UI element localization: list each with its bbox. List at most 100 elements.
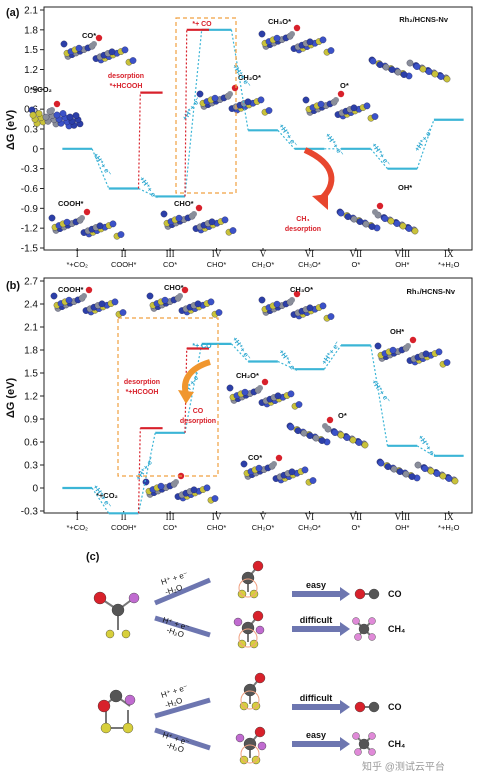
x-roman-label: IX xyxy=(444,512,454,522)
atom xyxy=(157,482,165,490)
atom xyxy=(411,227,419,235)
atom xyxy=(355,439,363,446)
molecule-co2 xyxy=(28,100,84,130)
atom xyxy=(437,73,445,80)
panel-a-y-ticks: -1.5-1.2-0.9-0.6-0.300.30.60.91.21.51.82… xyxy=(21,6,44,255)
y-tick-label: 0 xyxy=(32,144,38,155)
atom xyxy=(406,59,414,67)
atom xyxy=(91,41,97,47)
energy-connector xyxy=(184,343,203,433)
y-tick-label: 0.9 xyxy=(24,415,38,426)
step-label: +H⁺+ e⁻ xyxy=(323,132,344,158)
atom xyxy=(354,633,362,641)
energy-connector xyxy=(138,187,156,197)
atom xyxy=(93,591,107,605)
x-roman-label: V xyxy=(260,512,267,522)
atom xyxy=(326,416,334,424)
molecule-oh xyxy=(374,336,451,368)
scheme-product-label: CO xyxy=(388,702,402,712)
atom xyxy=(146,292,154,300)
atom xyxy=(98,300,106,308)
atom xyxy=(195,204,203,212)
species-label: *+CO₂ xyxy=(30,85,52,94)
step-label: +H⁺+ e⁻ xyxy=(370,142,391,168)
atom xyxy=(229,227,237,234)
x-roman-label: VI xyxy=(305,249,315,259)
panel-a-desorption-label: desorption xyxy=(108,73,144,80)
x-category-label: O* xyxy=(352,523,361,532)
x-category-label: CO* xyxy=(163,260,177,269)
atom xyxy=(427,467,435,475)
x-category-label: CHO* xyxy=(207,523,227,532)
x-roman-label: II xyxy=(121,249,127,259)
atom xyxy=(124,694,136,706)
atom xyxy=(306,38,314,46)
atom xyxy=(421,465,429,472)
panel-a-lines: +H⁺+ e⁻ +H⁺+ e⁻ +H⁺+ e⁻ +H⁺+ e⁻ +H⁺+ e⁻ +H⁺+ … xyxy=(62,28,464,202)
molecule-co2 xyxy=(142,472,219,504)
energy-connector xyxy=(137,432,156,514)
y-tick-label: 0 xyxy=(32,484,38,495)
atom xyxy=(431,70,439,78)
atom xyxy=(337,209,345,217)
atom xyxy=(405,343,411,349)
atom xyxy=(363,102,371,110)
step-label: +H⁺+ e⁻ xyxy=(277,349,298,375)
energy-connector xyxy=(370,345,389,446)
panel-a-co-label: *+ CO xyxy=(192,21,212,28)
orbital xyxy=(238,578,258,598)
molecule-cho xyxy=(160,204,237,236)
atom xyxy=(231,84,239,92)
product xyxy=(352,732,376,756)
atom xyxy=(175,214,183,222)
atom xyxy=(333,97,339,103)
atom xyxy=(255,464,263,472)
scheme-row-label: easy xyxy=(306,730,326,740)
atom xyxy=(96,222,104,230)
species-label: CH₂O* xyxy=(236,371,259,380)
atom xyxy=(306,304,314,312)
y-tick-label: 2.4 xyxy=(24,300,38,311)
panel-b-co-desorption2: desorption xyxy=(180,418,216,425)
atom xyxy=(413,63,421,70)
atom xyxy=(181,286,189,294)
panel-a: (a) Rh₂/HCNS-Nv ΔG (eV) -1.5 -1.2 -0.9 -0.6… xyxy=(5,6,473,269)
x-roman-label: VI xyxy=(305,512,315,522)
atom xyxy=(368,588,380,600)
y-tick-label: 1.8 xyxy=(24,25,38,36)
atom xyxy=(362,220,370,228)
atom xyxy=(208,218,216,226)
panel-b-co-desorption: CO xyxy=(193,408,204,415)
x-category-label: *+H₂O xyxy=(438,523,460,532)
energy-connector xyxy=(323,345,342,370)
species-label: COOH* xyxy=(58,285,84,294)
atom xyxy=(50,292,58,300)
energy-connector xyxy=(91,487,110,514)
molecule-cooh xyxy=(48,208,125,240)
x-roman-label: VIII xyxy=(395,512,411,522)
atom xyxy=(111,603,125,617)
atom xyxy=(244,98,252,106)
x-category-label: CH₂O* xyxy=(252,260,275,269)
atom xyxy=(83,208,91,216)
atom xyxy=(300,429,308,437)
atom xyxy=(396,468,404,475)
atom xyxy=(287,390,295,398)
energy-connector xyxy=(230,343,249,362)
atom xyxy=(252,560,264,572)
atom xyxy=(60,40,68,48)
atom xyxy=(400,71,408,78)
panel-a-molecules: CO* *+CO₂ COOH* CHO* CH₂O* CH₃O* O* OH* xyxy=(28,17,451,240)
intermediate xyxy=(233,610,265,649)
atom xyxy=(399,222,407,230)
atom xyxy=(445,475,453,482)
atom xyxy=(293,290,301,298)
atom xyxy=(295,401,303,408)
scheme-product-label: CH₄ xyxy=(388,624,405,634)
atom xyxy=(368,223,376,230)
species-label: *+CO₂ xyxy=(96,491,118,500)
atom xyxy=(371,113,379,120)
y-tick-label: 1.5 xyxy=(24,45,38,56)
